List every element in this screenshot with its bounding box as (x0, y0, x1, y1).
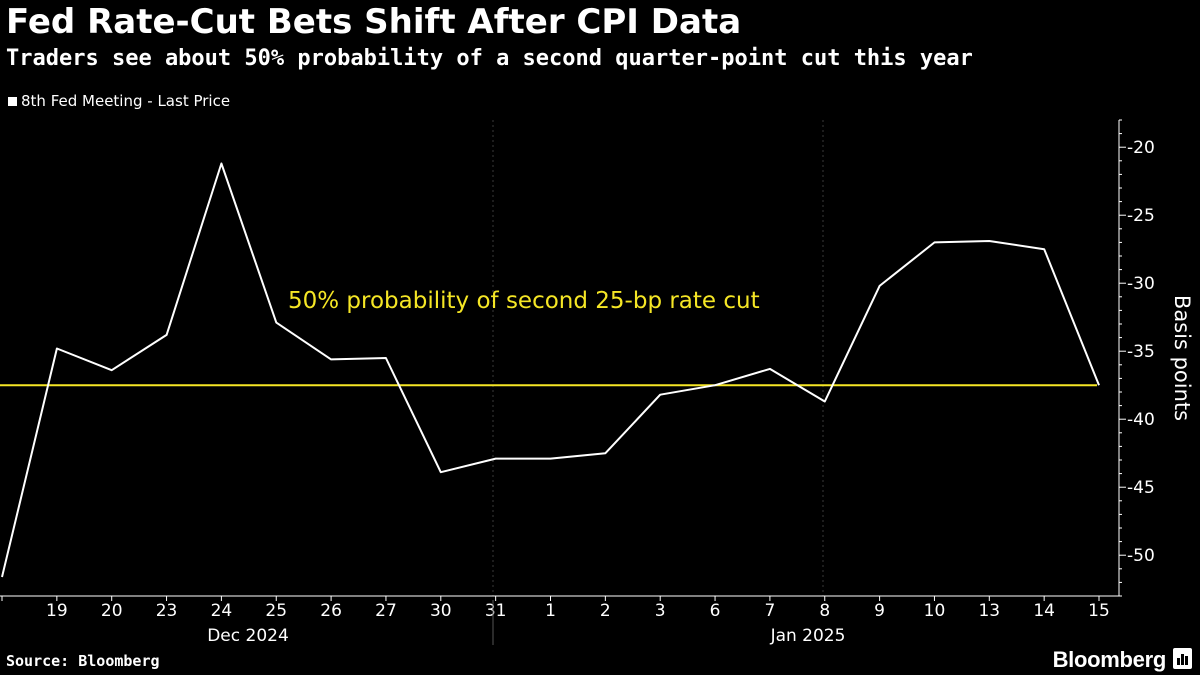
x-tick-label: 8 (819, 601, 830, 621)
brand-logo: Bloomberg (1052, 647, 1167, 672)
legend: 8th Fed Meeting - Last Price (8, 92, 230, 110)
y-tick-label: -35 (1127, 342, 1155, 362)
x-tick-label: 20 (101, 601, 123, 621)
x-tick-label: 6 (710, 601, 721, 621)
reference-layer: 50% probability of second 25-bp rate cut (0, 288, 1097, 387)
x-tick-label: 2 (600, 601, 611, 621)
y-tick-label: -25 (1127, 206, 1155, 226)
y-tick-label: -45 (1127, 478, 1155, 498)
y-axis: -20 -25 -30 -35 -40 -45 -50 Basis points (1118, 119, 1194, 597)
chart-title: Fed Rate-Cut Bets Shift After CPI Data (6, 2, 742, 42)
chart-subtitle: Traders see about 50% probability of a s… (6, 46, 973, 71)
x-tick-label: 10 (924, 601, 946, 621)
x-tick-label: 3 (655, 601, 666, 621)
y-tick-label: -30 (1127, 274, 1155, 294)
legend-label: 8th Fed Meeting - Last Price (21, 92, 231, 110)
x-tick-label: 15 (1088, 601, 1110, 621)
source-note: Source: Bloomberg (6, 652, 160, 670)
reference-annotation: 50% probability of second 25-bp rate cut (288, 288, 760, 314)
y-tick-label: -40 (1127, 410, 1155, 430)
x-tick-label: 23 (156, 601, 178, 621)
x-tick-label: 9 (874, 601, 885, 621)
x-tick-label: 24 (211, 601, 233, 621)
x-tick-label: 14 (1033, 601, 1055, 621)
x-tick-label: 27 (375, 601, 397, 621)
y-tick-label: -50 (1127, 546, 1155, 566)
x-tick-label: 25 (265, 601, 287, 621)
grid-layer (492, 120, 824, 596)
bar-chart-icon (1173, 648, 1192, 669)
x-tick-label: 1 (545, 601, 556, 621)
series-line (1, 162, 1100, 578)
x-tick-label: 30 (430, 601, 452, 621)
month-label: Jan 2025 (770, 626, 846, 646)
x-tick-label: 26 (320, 601, 342, 621)
y-axis-title: Basis points (1170, 295, 1194, 421)
series-layer (1, 162, 1100, 578)
y-tick-label: -20 (1127, 138, 1155, 158)
x-tick-label: 31 (485, 601, 507, 621)
x-tick-label: 7 (764, 601, 775, 621)
x-tick-label: 19 (46, 601, 68, 621)
legend-swatch (8, 96, 17, 106)
x-tick-label: 13 (978, 601, 1000, 621)
month-label: Dec 2024 (207, 626, 289, 646)
